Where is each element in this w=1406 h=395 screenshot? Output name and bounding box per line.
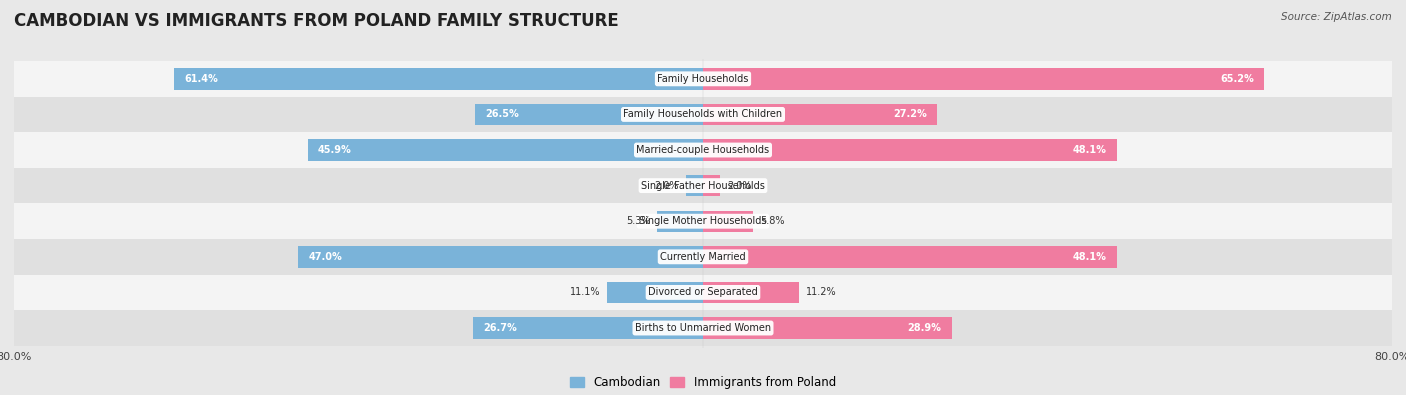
Bar xyxy=(174,68,703,90)
Text: 65.2%: 65.2% xyxy=(1220,74,1254,84)
Bar xyxy=(703,68,1264,90)
Text: Divorced or Separated: Divorced or Separated xyxy=(648,288,758,297)
Bar xyxy=(703,246,1118,267)
Bar xyxy=(658,211,703,232)
Text: CAMBODIAN VS IMMIGRANTS FROM POLAND FAMILY STRUCTURE: CAMBODIAN VS IMMIGRANTS FROM POLAND FAMI… xyxy=(14,12,619,30)
Text: 11.1%: 11.1% xyxy=(569,288,600,297)
Text: 27.2%: 27.2% xyxy=(893,109,927,119)
Legend: Cambodian, Immigrants from Poland: Cambodian, Immigrants from Poland xyxy=(565,371,841,393)
Text: 61.4%: 61.4% xyxy=(184,74,218,84)
Bar xyxy=(703,104,938,125)
Bar xyxy=(14,132,1392,168)
Text: 5.3%: 5.3% xyxy=(626,216,651,226)
Text: Married-couple Households: Married-couple Households xyxy=(637,145,769,155)
Text: Family Households with Children: Family Households with Children xyxy=(623,109,783,119)
Bar xyxy=(14,203,1392,239)
Bar xyxy=(703,175,720,196)
Text: 11.2%: 11.2% xyxy=(807,288,837,297)
Bar xyxy=(703,282,800,303)
Text: 48.1%: 48.1% xyxy=(1073,145,1107,155)
Bar xyxy=(703,211,754,232)
Text: 26.5%: 26.5% xyxy=(485,109,519,119)
Text: Single Mother Households: Single Mother Households xyxy=(640,216,766,226)
Text: 48.1%: 48.1% xyxy=(1073,252,1107,262)
Text: Single Father Households: Single Father Households xyxy=(641,181,765,191)
Bar xyxy=(14,310,1392,346)
Text: Births to Unmarried Women: Births to Unmarried Women xyxy=(636,323,770,333)
Bar xyxy=(607,282,703,303)
Bar xyxy=(14,97,1392,132)
Text: Family Households: Family Households xyxy=(658,74,748,84)
Text: 26.7%: 26.7% xyxy=(484,323,517,333)
Bar xyxy=(298,246,703,267)
Text: 47.0%: 47.0% xyxy=(308,252,342,262)
Text: 5.8%: 5.8% xyxy=(759,216,785,226)
Text: Source: ZipAtlas.com: Source: ZipAtlas.com xyxy=(1281,12,1392,22)
Bar xyxy=(475,104,703,125)
Bar xyxy=(686,175,703,196)
Text: 28.9%: 28.9% xyxy=(908,323,942,333)
Text: 45.9%: 45.9% xyxy=(318,145,352,155)
Text: Currently Married: Currently Married xyxy=(661,252,745,262)
Bar xyxy=(14,61,1392,97)
Bar xyxy=(14,168,1392,203)
Bar xyxy=(14,239,1392,275)
Bar xyxy=(472,317,703,339)
Text: 2.0%: 2.0% xyxy=(654,181,679,191)
Bar xyxy=(703,139,1118,161)
Bar xyxy=(703,317,952,339)
Bar xyxy=(308,139,703,161)
Bar xyxy=(14,275,1392,310)
Text: 2.0%: 2.0% xyxy=(727,181,752,191)
